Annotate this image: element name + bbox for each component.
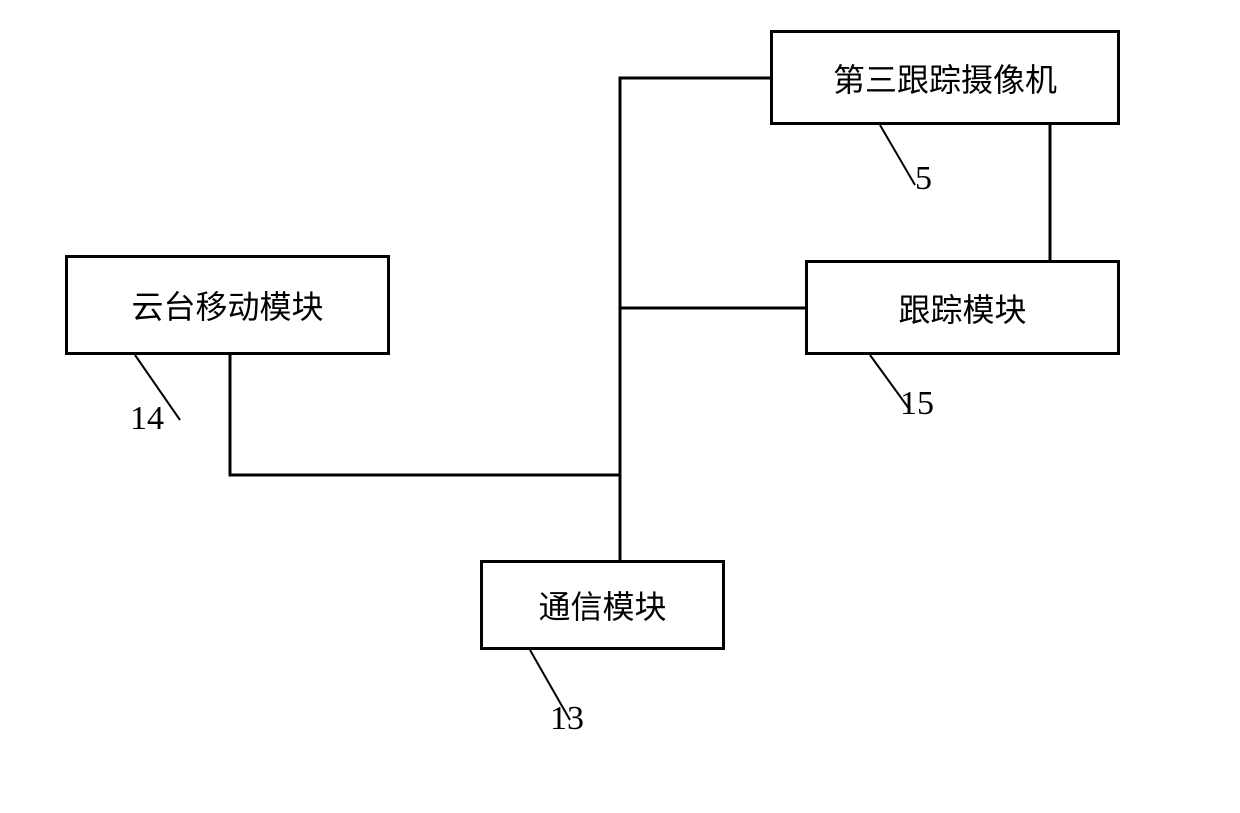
node-label: 跟踪模块 (898, 285, 1026, 331)
reference-label-camera3: 5 (915, 160, 932, 198)
reference-label-track: 15 (900, 385, 934, 423)
leader-line (880, 125, 915, 185)
reference-label-comm: 13 (550, 700, 584, 738)
node-label: 通信模块 (538, 582, 666, 628)
node-camera3: 第三跟踪摄像机 (770, 30, 1120, 125)
node-label: 第三跟踪摄像机 (833, 55, 1057, 101)
node-track: 跟踪模块 (805, 260, 1120, 355)
node-ptz: 云台移动模块 (65, 255, 390, 355)
edge (230, 355, 620, 475)
node-label: 云台移动模块 (131, 282, 323, 328)
reference-label-ptz: 14 (130, 400, 164, 438)
diagram-canvas: 第三跟踪摄像机跟踪模块 云台移动模块通信模块 5 15 14 13 (0, 0, 1240, 813)
edge (620, 78, 770, 560)
node-comm: 通信模块 (480, 560, 725, 650)
